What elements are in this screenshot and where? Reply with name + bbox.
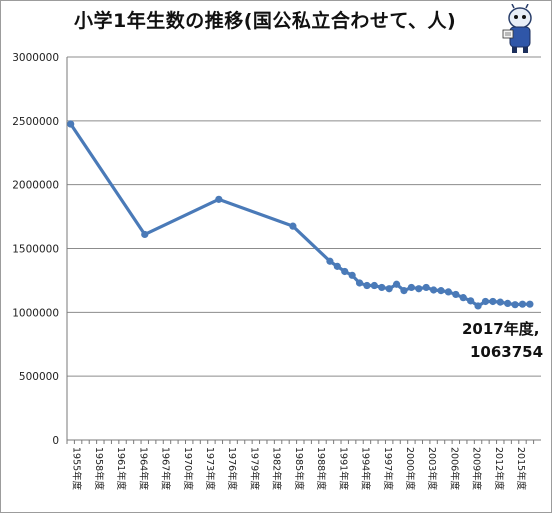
mascot-logo [502, 4, 532, 53]
data-point [392, 280, 401, 288]
x-tick-label: 1961年度 [115, 447, 127, 491]
data-point [444, 288, 453, 296]
axes [66, 57, 541, 444]
data-point [348, 271, 356, 279]
data-point [489, 297, 497, 306]
data-point [355, 279, 364, 287]
gridlines [67, 56, 541, 377]
data-point [496, 298, 504, 306]
y-tick-label: 3000000 [12, 52, 59, 64]
x-tick-label: 1955年度 [71, 447, 83, 491]
y-tick-label: 2000000 [12, 180, 59, 192]
x-tick-label: 1994年度 [360, 447, 372, 491]
data-point [437, 287, 445, 295]
data-point [341, 267, 349, 276]
data-point [526, 300, 534, 308]
y-tick-label: 1500000 [12, 244, 59, 256]
x-tick-label: 2006年度 [448, 447, 460, 491]
x-tick-label: 2000年度 [404, 447, 416, 491]
data-point [452, 290, 460, 299]
data-point [289, 222, 297, 230]
data-point [504, 299, 512, 307]
data-point [474, 302, 482, 310]
x-tick-label: 1970年度 [182, 447, 194, 491]
annotation-value-label: 1063754 [470, 343, 543, 361]
x-tick-label: 1985年度 [293, 447, 305, 491]
x-tick-label: 1973年度 [204, 447, 216, 491]
data-point [370, 281, 378, 290]
x-axis-ticks: 1955年度 1958年度 1961年度 1964年度 1967年度 1970年度 1973… [71, 447, 527, 491]
x-tick-label: 1964年度 [137, 447, 149, 491]
chart-title: 小学1年生数の推移(国公私立合わせて、人) [74, 10, 457, 32]
annotation-year-label: 2017年度, [462, 320, 539, 338]
x-tick-label: 1982年度 [271, 447, 283, 491]
data-point [415, 285, 423, 293]
data-point [481, 297, 490, 306]
data-point [215, 195, 223, 203]
series-line [69, 123, 530, 308]
x-tick-label: 1997年度 [382, 447, 394, 491]
data-point [326, 257, 334, 265]
y-axis-ticks: 0 500000 1000000 1500000 2000000 2500000 30000… [12, 52, 59, 447]
data-point [378, 283, 386, 292]
data-point [385, 285, 393, 293]
x-tick-label: 2012年度 [493, 447, 505, 491]
x-tick-label: 1988年度 [315, 447, 327, 491]
data-point [67, 120, 75, 128]
y-tick-label: 1000000 [12, 307, 59, 319]
data-point [141, 230, 149, 239]
data-point [333, 262, 341, 270]
annotation-group: 2017年度, 1063754 [462, 320, 543, 361]
x-tick-label: 1979年度 [248, 447, 260, 491]
x-tick-label: 1958年度 [93, 447, 105, 491]
data-point [400, 287, 408, 295]
data-point [430, 286, 438, 294]
x-tick-label: 1967年度 [160, 447, 172, 491]
x-tick-label: 1976年度 [226, 447, 238, 491]
y-tick-label: 500000 [19, 371, 59, 383]
data-point [407, 283, 415, 292]
data-point [363, 281, 371, 290]
data-point [511, 301, 519, 309]
x-tick-label: 2009年度 [471, 447, 483, 491]
series-group [67, 120, 534, 310]
x-tick-label: 2015年度 [515, 447, 527, 491]
data-point [467, 297, 475, 305]
data-point [518, 300, 527, 308]
y-tick-label: 0 [52, 435, 59, 447]
data-point [459, 294, 467, 302]
y-tick-label: 2500000 [12, 116, 59, 128]
data-point [422, 283, 430, 292]
x-tick-label: 2003年度 [426, 447, 438, 491]
x-tick-label: 1991年度 [337, 447, 349, 491]
